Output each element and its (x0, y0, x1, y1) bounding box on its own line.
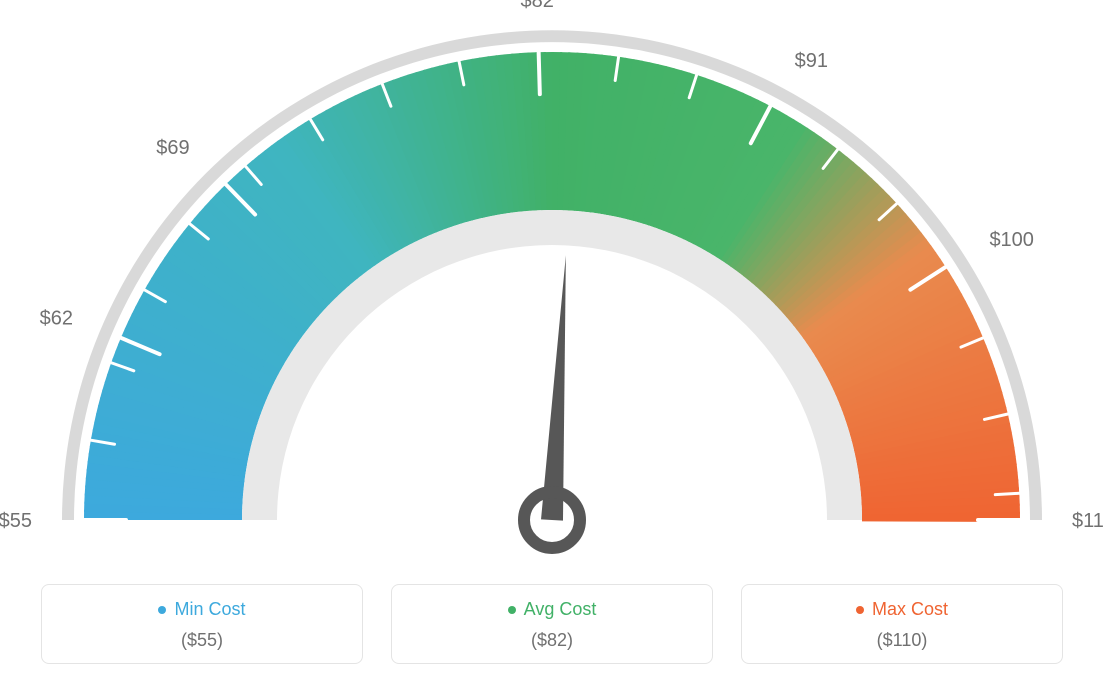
tick-label: $62 (40, 308, 73, 330)
legend-card: Avg Cost ($82) (391, 584, 713, 664)
tick-label: $69 (156, 137, 189, 159)
legend-title: Avg Cost (508, 599, 597, 620)
legend-title-text: Avg Cost (524, 599, 597, 620)
tick-label: $55 (0, 510, 32, 532)
legend-row: Min Cost ($55) Avg Cost ($82) Max Cost ($110) (0, 584, 1104, 664)
gauge-svg: $55 $62 $69 $82 $91 $100 $110 (0, 0, 1104, 570)
legend-dot-icon (158, 606, 166, 614)
cost-gauge-chart: $55 $62 $69 $82 $91 $100 $110 Min Cost ($55) Avg… (0, 0, 1104, 690)
tick-label: $91 (795, 50, 828, 72)
legend-dot-icon (508, 606, 516, 614)
major-tick (539, 52, 540, 94)
legend-value: ($110) (742, 630, 1062, 651)
legend-card: Max Cost ($110) (741, 584, 1063, 664)
tick-label: $100 (989, 229, 1034, 251)
tick-label: $82 (520, 0, 553, 12)
legend-title: Min Cost (158, 599, 245, 620)
tick-label: $110 (1072, 510, 1104, 532)
legend-dot-icon (856, 606, 864, 614)
legend-card: Min Cost ($55) (41, 584, 363, 664)
legend-value: ($82) (392, 630, 712, 651)
legend-title-text: Max Cost (872, 599, 948, 620)
legend-title-text: Min Cost (174, 599, 245, 620)
legend-value: ($55) (42, 630, 362, 651)
legend-title: Max Cost (856, 599, 948, 620)
gauge-needle (541, 255, 566, 520)
